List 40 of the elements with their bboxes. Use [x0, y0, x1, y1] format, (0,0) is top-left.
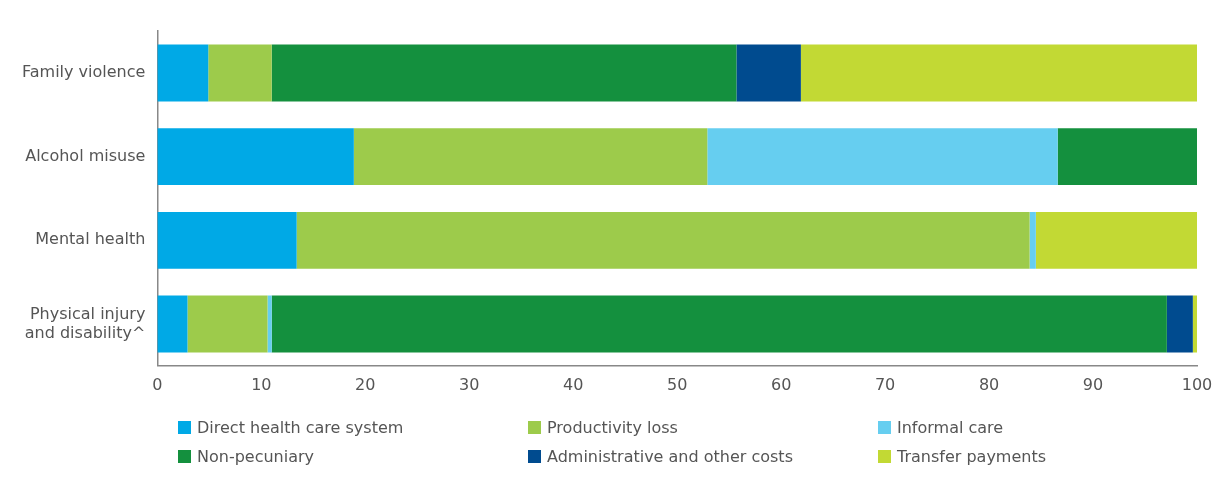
x-tick-label: 60 — [770, 374, 792, 394]
x-tick-label: 0 — [152, 374, 163, 394]
bar — [736, 44, 801, 102]
bar — [157, 295, 188, 353]
bar — [800, 44, 1197, 102]
x-tick-label: 80 — [978, 374, 1000, 394]
bar — [707, 128, 1058, 186]
bar — [157, 211, 297, 269]
legend-label: Productivity loss — [547, 418, 678, 437]
bar — [296, 211, 1030, 269]
legend-label: Direct health care system — [197, 418, 404, 437]
legend-label: Administrative and other costs — [547, 447, 793, 466]
x-tick-label: 10 — [251, 374, 272, 394]
x-tick-label: 70 — [874, 374, 896, 394]
bar — [1057, 128, 1197, 186]
x-tick-label: 30 — [459, 374, 480, 394]
x-tick-label: 40 — [563, 374, 584, 394]
legend-label: Non-pecuniary — [197, 447, 315, 466]
x-tick-label: 90 — [1082, 374, 1104, 394]
bar — [271, 295, 1167, 353]
bar — [1166, 295, 1193, 353]
x-tick-label: 20 — [355, 374, 376, 394]
bar — [157, 128, 354, 186]
x-tick-label: 50 — [666, 374, 688, 394]
bar — [1029, 211, 1036, 269]
legend-label: Transfer payments — [897, 447, 1047, 466]
y-tick-label: Alcohol misuse — [25, 145, 146, 165]
y-tick-label: Physical injury and disability^ — [24, 303, 146, 342]
bar — [208, 44, 272, 102]
bar — [267, 295, 272, 353]
legend-label: Informal care — [897, 418, 1004, 437]
bar — [353, 128, 708, 186]
y-tick-label: Family violence — [22, 62, 146, 82]
bar — [271, 44, 737, 102]
x-tick-label: 100 — [1181, 374, 1213, 394]
bar — [1035, 211, 1197, 269]
y-tick-label: Mental health — [35, 229, 146, 249]
bar — [157, 44, 209, 102]
bar — [187, 295, 268, 353]
bar — [1192, 295, 1197, 353]
